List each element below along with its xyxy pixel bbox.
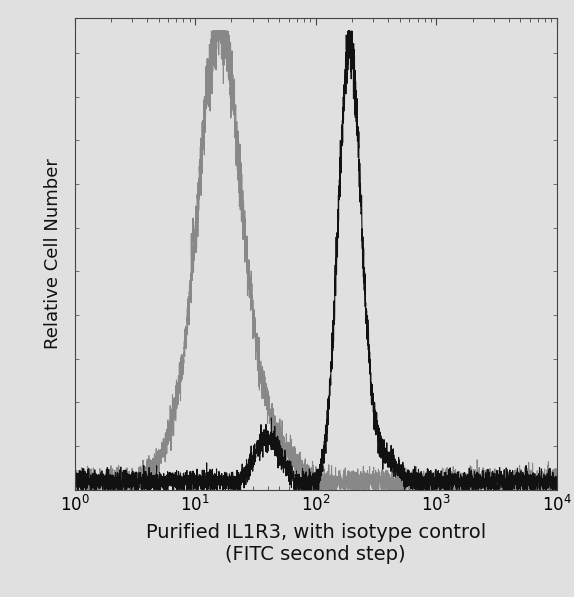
- Y-axis label: Relative Cell Number: Relative Cell Number: [44, 158, 61, 349]
- X-axis label: Purified IL1R3, with isotype control
(FITC second step): Purified IL1R3, with isotype control (FI…: [146, 523, 486, 564]
